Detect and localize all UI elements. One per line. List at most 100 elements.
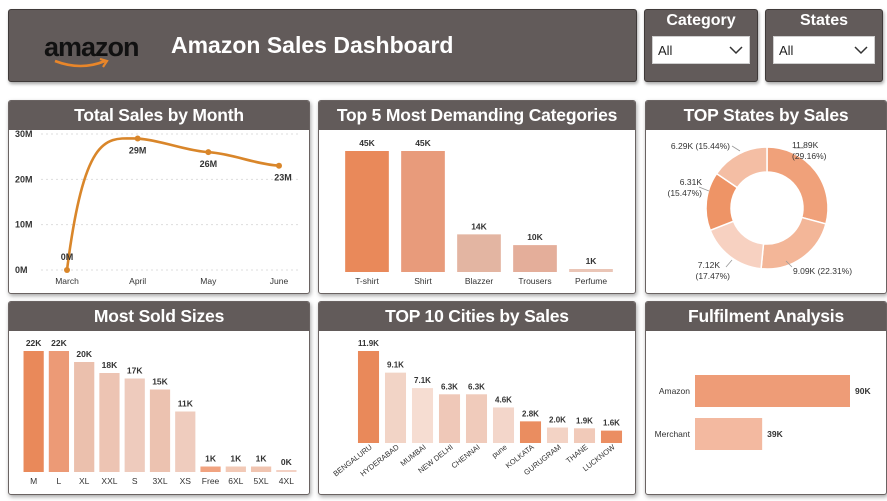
x-tick-label: March [55, 276, 79, 286]
bar [23, 351, 44, 472]
chart-title: Top 5 Most Demanding Categories [319, 101, 635, 130]
states-donut-chart: 11.89K(29.16%) 9.09K (22.31%) 7.12K(17.47%… [668, 140, 853, 281]
data-label: 39K [767, 429, 783, 439]
x-tick-label: XL [79, 476, 90, 486]
data-label: 6.31K [680, 177, 703, 187]
data-label: 2.8K [522, 409, 539, 418]
bar [513, 245, 557, 272]
bar [357, 351, 380, 443]
data-label: 29M [129, 146, 147, 156]
sizes-chart: 22K M 22K L 20K XL 18K XXL 17K S 15K 3XL 11K XS 1K Free… [23, 338, 297, 486]
monthly-sales-card: Total Sales by Month 0M 10M 20M 30M 0M March 2… [8, 100, 310, 294]
category-dropdown[interactable]: All [652, 36, 750, 64]
states-dropdown[interactable]: All [773, 36, 875, 64]
bar [695, 418, 763, 450]
bar [345, 151, 389, 272]
x-tick-label: XXL [101, 476, 117, 486]
data-label: 0K [281, 457, 293, 467]
data-label: (29.16%) [792, 151, 827, 161]
bar [276, 470, 297, 472]
bar [573, 428, 596, 443]
x-tick-label: Free [202, 476, 220, 486]
category-filter: Category All [644, 9, 758, 82]
bar [695, 375, 850, 407]
data-label: 9.09K (22.31%) [793, 266, 852, 276]
y-tick-label: 20M [15, 174, 33, 184]
data-label: 1K [205, 454, 217, 464]
data-label: 90K [855, 386, 871, 396]
data-label: 1.9K [576, 416, 593, 425]
x-tick-label: 6XL [228, 476, 243, 486]
bar [99, 373, 120, 472]
data-label: 23M [274, 173, 292, 183]
header-banner: amazon Amazon Sales Dashboard [8, 9, 637, 82]
data-label: (15.47%) [668, 188, 703, 198]
chevron-down-icon [729, 46, 743, 55]
x-tick-label: S [132, 476, 138, 486]
data-label: 45K [415, 138, 431, 148]
fulfilment-chart: Amazon 90K Merchant 39K [655, 375, 871, 450]
cities-card: TOP 10 Cities by Sales 11.9K BENGALURU 9.1… [318, 301, 636, 495]
data-label: 20K [76, 349, 92, 359]
bar [492, 407, 515, 443]
data-label: 1K [256, 454, 268, 464]
x-tick-label: M [30, 476, 37, 486]
data-label: 7.12K [698, 260, 721, 270]
data-label: 15K [152, 377, 168, 387]
bar [519, 421, 542, 443]
category-filter-title: Category [666, 12, 736, 29]
data-label: 6.3K [441, 382, 458, 391]
data-label: 1.6K [603, 419, 620, 428]
leader-line [725, 259, 733, 268]
amazon-smile-icon [54, 58, 109, 68]
data-label: 4.6K [495, 395, 512, 404]
bar [569, 269, 613, 272]
data-point [276, 162, 282, 169]
category-selected-value: All [658, 43, 673, 58]
bar [225, 466, 246, 472]
amazon-logo: amazon [44, 32, 140, 62]
x-tick-label: April [129, 276, 146, 286]
categories-card: Top 5 Most Demanding Categories 45K T-shi… [318, 100, 636, 294]
y-tick-label: 0M [15, 265, 28, 275]
states-card: TOP States by Sales 11.89K (29.16%) 9.09K … [645, 100, 887, 294]
x-tick-label: June [270, 276, 289, 286]
bar [149, 389, 171, 472]
data-point [205, 149, 212, 156]
data-label: 2.0K [549, 416, 566, 425]
states-filter: States All [765, 9, 883, 82]
data-label: 7.1K [414, 376, 431, 385]
data-label: 1K [230, 454, 242, 464]
bar [200, 466, 221, 472]
data-label: 26M [200, 159, 218, 169]
series-line [65, 137, 280, 271]
bar [438, 394, 461, 443]
chart-title: TOP 10 Cities by Sales [319, 302, 635, 331]
data-label: 9.1K [387, 361, 404, 370]
data-label: 0M [61, 252, 74, 262]
bar [600, 430, 623, 443]
categories-chart: 45K T-shirt 45K Shirt 14K Blazzer 10K Trousers 1… [345, 138, 613, 286]
x-tick-label: Trousers [518, 276, 551, 286]
x-tick-label: T-shirt [355, 276, 379, 286]
states-selected-value: All [779, 43, 794, 58]
data-label: 11.9K [358, 339, 379, 348]
data-label: 22K [26, 338, 42, 348]
bar [465, 394, 488, 443]
data-label: (17.47%) [696, 271, 731, 281]
bar [384, 372, 407, 443]
y-tick-label: 10M [15, 220, 33, 230]
bar [411, 388, 434, 443]
data-label: 6.29K (15.44%) [671, 141, 730, 151]
chart-title: TOP States by Sales [646, 101, 886, 130]
data-point [64, 267, 70, 273]
x-tick-label: 3XL [152, 476, 167, 486]
data-label: 17K [127, 366, 143, 376]
data-label: 45K [359, 138, 375, 148]
chart-title: Fulfilment Analysis [646, 302, 886, 331]
x-tick-label: May [200, 276, 217, 286]
bar [546, 427, 569, 443]
donut-slice [715, 146, 768, 189]
y-tick-label: 30M [15, 129, 33, 139]
